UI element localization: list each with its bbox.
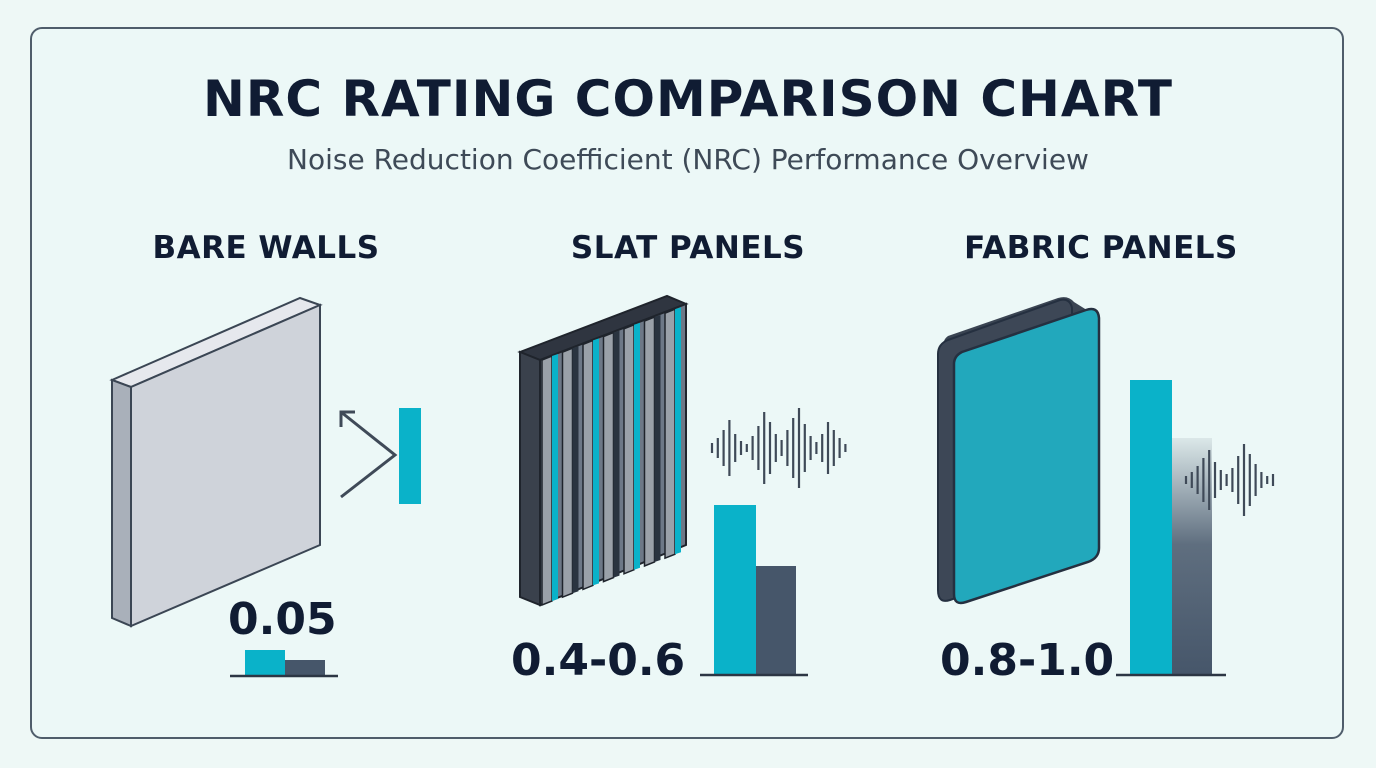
slat xyxy=(602,331,615,583)
fabric-panel-bars xyxy=(1116,380,1226,677)
heading-slat-panels: SLAT PANELS xyxy=(570,230,806,266)
slat-gap xyxy=(593,338,599,586)
value-fabric-panels: 0.8-1.0 xyxy=(940,635,1115,686)
fabric-panel-icon xyxy=(937,297,1101,605)
slat-gap xyxy=(552,354,558,601)
sound-wave-icon-fabric xyxy=(1184,444,1275,516)
slat xyxy=(541,354,553,607)
value-bare-walls: 0.05 xyxy=(228,594,337,645)
slat xyxy=(643,315,656,568)
slat xyxy=(561,347,574,599)
bare-wall-icon xyxy=(109,296,323,628)
sound-wave-icon-slat xyxy=(710,408,847,488)
slat xyxy=(582,339,594,591)
slat-panel-icon xyxy=(517,294,689,607)
slat-bar-dark xyxy=(756,566,796,675)
slat-gap xyxy=(613,330,620,578)
page-title: NRC RATING COMPARISON CHART xyxy=(203,70,1173,128)
bare-wall-bar-accent xyxy=(245,650,285,675)
reflection-arrow-icon xyxy=(339,408,421,504)
slat-gap xyxy=(654,315,661,562)
bare-wall-bars xyxy=(230,650,338,678)
heading-bare-walls: BARE WALLS xyxy=(152,230,380,266)
slat-gap xyxy=(572,346,579,594)
slat xyxy=(664,308,676,560)
heading-fabric-panels: FABRIC PANELS xyxy=(964,230,1238,266)
slat-gap xyxy=(675,307,681,555)
value-slat-panels: 0.4-0.6 xyxy=(511,635,686,686)
bare-wall-bar-dark xyxy=(285,660,325,675)
slat xyxy=(623,323,635,575)
slat-panel-bars xyxy=(700,505,808,677)
slat-gap xyxy=(634,322,640,570)
page-subtitle: Noise Reduction Coefficient (NRC) Perfor… xyxy=(287,143,1089,176)
slat-bar-accent xyxy=(714,505,756,675)
fabric-bar-accent xyxy=(1130,380,1172,675)
